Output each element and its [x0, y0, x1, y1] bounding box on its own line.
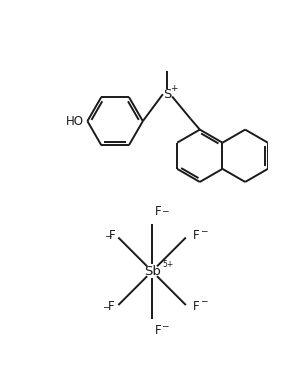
Text: −: − — [161, 206, 169, 215]
Text: Sb: Sb — [144, 265, 161, 278]
Text: F: F — [193, 229, 199, 243]
Text: +: + — [170, 84, 177, 92]
Text: S: S — [163, 88, 172, 101]
Text: −: − — [200, 297, 208, 306]
Text: F: F — [193, 300, 199, 313]
Text: 5+: 5+ — [162, 260, 173, 269]
Text: F: F — [154, 324, 161, 337]
Text: −: − — [161, 321, 169, 330]
Text: F: F — [109, 229, 115, 243]
Text: −: − — [104, 231, 112, 240]
Text: −: − — [102, 302, 110, 311]
Text: −: − — [200, 226, 208, 235]
Text: F: F — [154, 205, 161, 218]
Text: F: F — [108, 300, 115, 313]
Text: HO: HO — [65, 115, 83, 128]
